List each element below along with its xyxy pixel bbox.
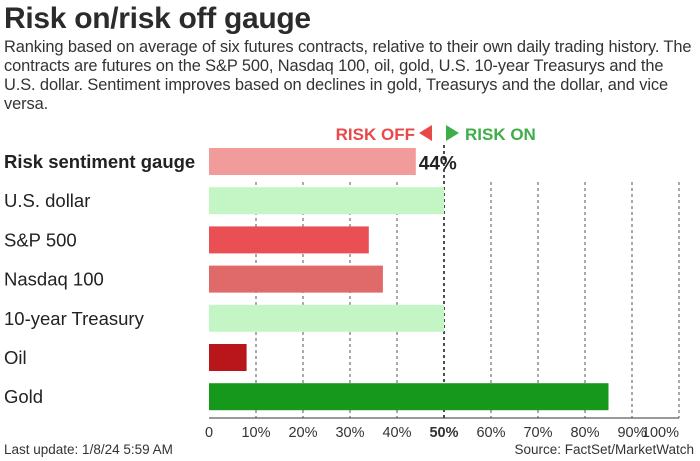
category-label: Oil — [4, 347, 27, 368]
x-tick-label: 70% — [523, 425, 552, 441]
x-tick-label: 30% — [335, 425, 364, 441]
bar — [209, 304, 444, 332]
risk-off-arrow-icon — [419, 125, 432, 141]
grid-layer — [209, 145, 680, 419]
chart-subtitle: Ranking based on average of six futures … — [4, 38, 692, 113]
x-tick-label: 100% — [642, 425, 679, 441]
risk-legend: RISK OFF RISK ON — [336, 125, 536, 144]
category-label: Nasdaq 100 — [4, 269, 104, 290]
bar — [209, 265, 383, 293]
bar — [209, 344, 247, 371]
category-label: S&P 500 — [4, 229, 77, 250]
bar — [209, 148, 416, 175]
category-label: Gold — [4, 386, 43, 407]
bar — [209, 187, 444, 215]
category-label: U.S. dollar — [4, 190, 90, 211]
x-tick-label: 10% — [241, 425, 270, 441]
bar — [209, 383, 609, 411]
x-tick-label: 0 — [205, 425, 213, 441]
risk-on-arrow-icon — [446, 125, 459, 141]
label-layer: Risk sentiment gauge 44% U.S. dollar S&P 50… — [4, 151, 457, 407]
x-tick-label: 40% — [382, 425, 411, 441]
risk-on-label: RISK ON — [465, 125, 536, 144]
category-label: 10-year Treasury — [4, 308, 145, 329]
value-label: 44% — [419, 154, 457, 175]
risk-off-label: RISK OFF — [336, 125, 415, 144]
x-tick-label: 20% — [288, 425, 317, 441]
source-note: Source: FactSet/MarketWatch — [514, 442, 694, 457]
category-label: Risk sentiment gauge — [4, 151, 195, 172]
bar-layer — [209, 148, 609, 411]
x-tick-label: 50% — [429, 425, 458, 441]
chart-title: Risk on/risk off gauge — [4, 2, 311, 35]
x-tick-label: 60% — [476, 425, 505, 441]
tick-layer: 0 10% 20% 30% 40% 50% 60% 70% 80% 90%100% — [205, 425, 679, 441]
last-update: Last update: 1/8/24 5:59 AM — [4, 442, 173, 457]
x-tick-label: 90% — [617, 425, 646, 441]
bar — [209, 226, 369, 254]
x-tick-label: 80% — [570, 425, 599, 441]
